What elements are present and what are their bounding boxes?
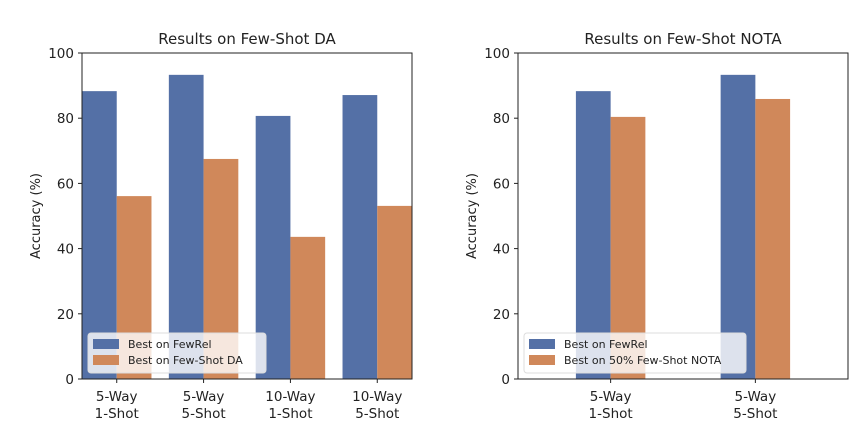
x-tick-label: 5-Shot — [733, 406, 777, 422]
y-tick-label: 20 — [57, 307, 74, 323]
bar-fewrel-4 — [342, 95, 378, 379]
legend-box — [523, 332, 747, 374]
y-axis-label: Accuracy (%) — [465, 173, 480, 259]
x-tick-label: 5-Way — [735, 389, 777, 405]
y-axis-label: Accuracy (%) — [29, 173, 44, 259]
chart-panel-1: 0204060801005-Way1-Shot5-Way5-Shot10-Way… — [29, 30, 413, 422]
y-tick-label: 0 — [501, 372, 510, 388]
y-tick-label: 60 — [493, 176, 510, 192]
y-tick-label: 0 — [65, 372, 74, 388]
y-tick-label: 40 — [493, 242, 510, 258]
legend-label-2: Best on 50% Few-Shot NOTA — [564, 354, 722, 367]
chart-title: Results on Few-Shot NOTA — [584, 30, 782, 48]
chart-title: Results on Few-Shot DA — [158, 30, 336, 48]
legend-label-1: Best on FewRel — [564, 338, 648, 351]
legend-swatch-1 — [529, 339, 555, 349]
y-tick-label: 100 — [484, 46, 510, 62]
x-tick-label: 1-Shot — [268, 406, 312, 422]
y-tick-label: 40 — [57, 242, 74, 258]
x-tick-label: 5-Shot — [355, 406, 399, 422]
x-tick-label: 5-Way — [590, 389, 632, 405]
y-tick-label: 80 — [493, 111, 510, 127]
bar-fewrel-2 — [168, 74, 204, 379]
legend-box — [87, 332, 267, 374]
legend-swatch-2 — [529, 355, 555, 365]
x-tick-label: 1-Shot — [589, 406, 633, 422]
y-tick-label: 60 — [57, 176, 74, 192]
bar-fewrel-1 — [575, 91, 611, 379]
bar-target-3 — [290, 236, 326, 379]
x-tick-label: 5-Way — [183, 389, 225, 405]
x-tick-label: 5-Shot — [182, 406, 226, 422]
legend-swatch-2 — [93, 355, 119, 365]
legend-swatch-1 — [93, 339, 119, 349]
legend-label-1: Best on FewRel — [128, 338, 212, 351]
chart-panel-2: 0204060801005-Way1-Shot5-Way5-ShotResult… — [465, 30, 849, 422]
axes-frame — [517, 52, 849, 380]
bar-target-4 — [377, 205, 412, 379]
y-tick-label: 80 — [57, 111, 74, 127]
x-tick-label: 5-Way — [96, 389, 138, 405]
y-tick-label: 100 — [48, 46, 74, 62]
x-tick-label: 1-Shot — [95, 406, 139, 422]
axes-frame — [81, 52, 413, 380]
bar-fewrel-2 — [720, 74, 756, 379]
bar-fewrel-1 — [82, 91, 117, 379]
bar-target-2 — [755, 98, 791, 379]
x-tick-label: 10-Way — [352, 389, 402, 405]
legend-label-2: Best on Few-Shot DA — [128, 354, 243, 367]
x-tick-label: 10-Way — [265, 389, 315, 405]
y-tick-label: 20 — [493, 307, 510, 323]
